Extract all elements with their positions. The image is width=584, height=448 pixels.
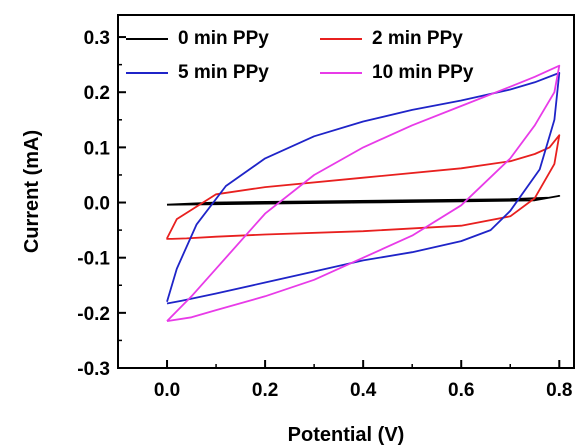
y-tick-label: -0.3 [77, 359, 110, 380]
series-line [166, 64, 561, 322]
y-tick-label: 0.2 [84, 83, 110, 104]
x-axis-label: Potential (V) [288, 424, 405, 446]
y-tick-label: -0.2 [77, 304, 110, 325]
x-tick-label: 0.2 [252, 380, 278, 401]
x-tick-label: 0.4 [350, 380, 377, 401]
legend-label: 0 min PPy [178, 28, 269, 49]
series-lines [166, 64, 561, 322]
y-axis-label: Current (mA) [21, 130, 43, 253]
y-tick-label: 0.3 [84, 28, 110, 49]
x-tick-label: 0.0 [154, 380, 180, 401]
y-tick-label: -0.1 [77, 249, 110, 270]
legend-label: 2 min PPy [372, 28, 463, 49]
legend-label: 5 min PPy [178, 62, 269, 83]
legend: 0 min PPy 2 min PPy 5 min PPy 10 min PPy [126, 28, 474, 83]
tick-labels: 0.0 0.2 0.4 0.6 0.8 -0.3 -0.2 -0.1 0.0 0.1 0.2 0.3 [77, 28, 572, 401]
legend-label: 10 min PPy [372, 62, 474, 83]
series-line [166, 194, 561, 206]
series-line [166, 72, 561, 305]
y-tick-label: 0.1 [84, 138, 111, 159]
x-tick-label: 0.8 [546, 380, 572, 401]
x-tick-label: 0.6 [448, 380, 474, 401]
plot-frame [117, 14, 575, 369]
series-line [166, 134, 561, 240]
y-tick-label: 0.0 [84, 194, 110, 215]
axis-ticks [117, 36, 561, 369]
